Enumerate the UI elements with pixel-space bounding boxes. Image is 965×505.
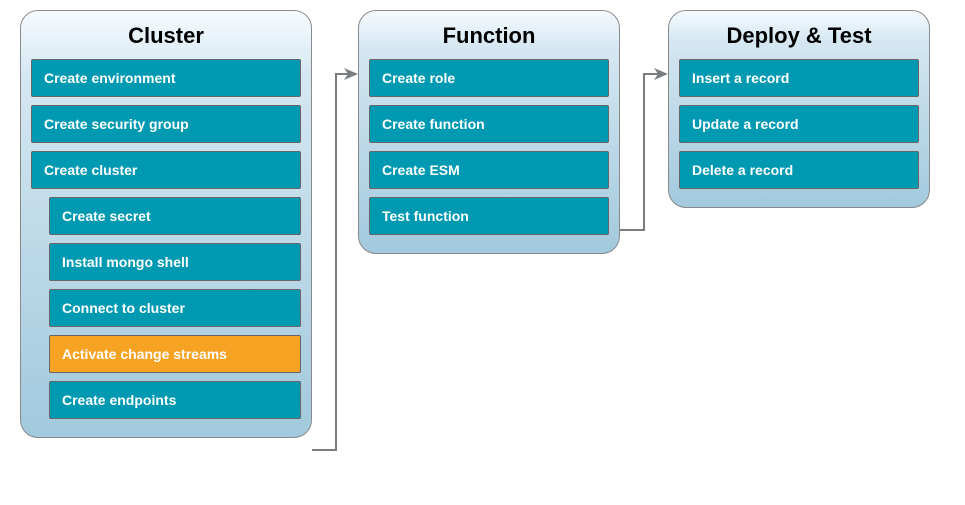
diagram-canvas: Cluster Create environment Create securi… (20, 10, 945, 495)
step-create-secret: Create secret (49, 197, 301, 235)
step-install-mongo-shell: Install mongo shell (49, 243, 301, 281)
step-create-function: Create function (369, 105, 609, 143)
step-create-environment: Create environment (31, 59, 301, 97)
step-create-esm: Create ESM (369, 151, 609, 189)
step-insert-record: Insert a record (679, 59, 919, 97)
step-create-cluster: Create cluster (31, 151, 301, 189)
panel-cluster: Cluster Create environment Create securi… (20, 10, 312, 438)
step-create-role: Create role (369, 59, 609, 97)
panel-title-function: Function (369, 23, 609, 49)
panel-title-deploy: Deploy & Test (679, 23, 919, 49)
step-update-record: Update a record (679, 105, 919, 143)
step-activate-change-streams: Activate change streams (49, 335, 301, 373)
step-create-endpoints: Create endpoints (49, 381, 301, 419)
step-delete-record: Delete a record (679, 151, 919, 189)
panel-function: Function Create role Create function Cre… (358, 10, 620, 254)
step-test-function: Test function (369, 197, 609, 235)
step-create-security-group: Create security group (31, 105, 301, 143)
panel-deploy-test: Deploy & Test Insert a record Update a r… (668, 10, 930, 208)
arrow-function-to-deploy (620, 10, 672, 270)
step-connect-to-cluster: Connect to cluster (49, 289, 301, 327)
panel-title-cluster: Cluster (31, 23, 301, 49)
arrow-cluster-to-function (312, 10, 362, 490)
